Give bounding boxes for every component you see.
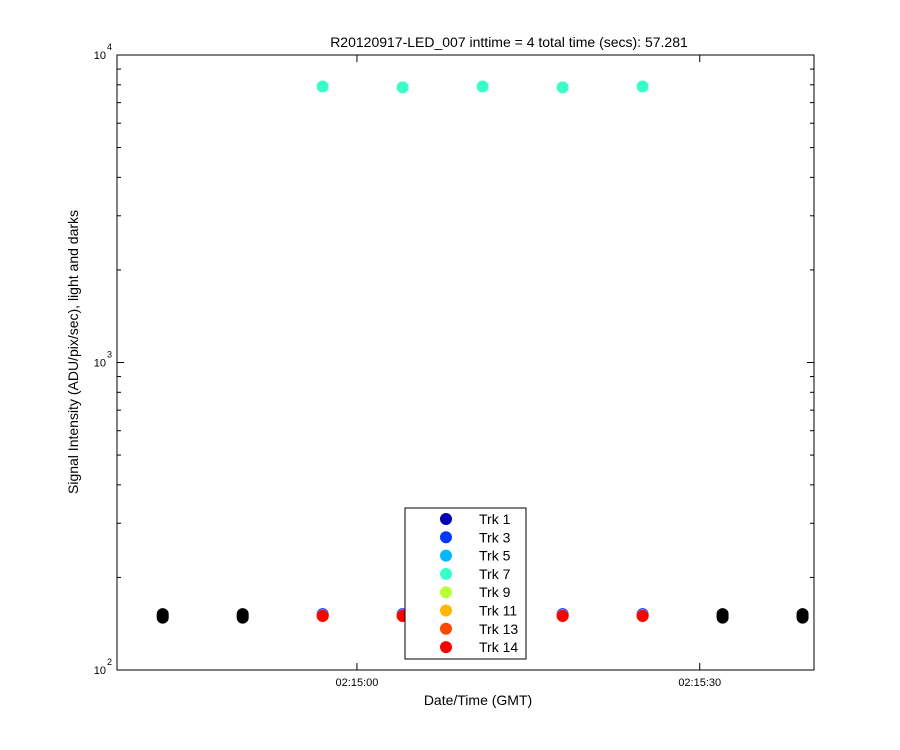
legend-label: Trk 1	[479, 511, 511, 527]
legend-marker	[440, 586, 452, 599]
series-dark	[156, 608, 809, 624]
x-tick-label: 02:15:00	[336, 677, 379, 689]
y-tick-exponent: 3	[107, 350, 112, 360]
legend-label: Trk 3	[479, 529, 511, 545]
data-point	[796, 608, 809, 621]
data-point	[636, 609, 649, 622]
legend-label: Trk 14	[479, 639, 518, 655]
legend-marker	[440, 531, 452, 544]
legend-label: Trk 7	[479, 566, 511, 582]
chart-title: R20120917-LED_007 inttime = 4 total time…	[330, 34, 688, 50]
legend-marker	[440, 567, 452, 580]
y-tick-label: 10	[94, 358, 106, 370]
data-point	[236, 608, 249, 621]
y-tick-label: 10	[94, 50, 106, 62]
legend-label: Trk 9	[479, 584, 511, 600]
data-point	[556, 81, 569, 94]
data-point	[316, 609, 329, 622]
legend-label: Trk 11	[479, 603, 517, 619]
data-point	[636, 80, 649, 93]
y-tick-label: 10	[94, 665, 106, 677]
data-point	[396, 81, 409, 94]
y-axis-label: Signal Intensity (ADU/pix/sec), light an…	[65, 210, 81, 494]
y-tick-exponent: 2	[107, 657, 112, 667]
y-axis-ticks	[117, 68, 814, 671]
legend-marker	[440, 513, 452, 525]
data-point	[716, 608, 729, 621]
legend-box	[404, 507, 527, 660]
data-point	[556, 609, 569, 622]
legend-label: Trk 13	[479, 621, 518, 637]
legend-label: Trk 5	[479, 548, 511, 564]
y-tick-exponent: 4	[107, 42, 112, 52]
x-axis-tick-labels: 02:15:00 02:15:30	[336, 677, 722, 689]
x-tick-label: 02:15:30	[678, 677, 721, 689]
legend-marker	[440, 549, 452, 562]
x-axis-ticks	[356, 55, 701, 670]
data-point	[316, 80, 329, 93]
data-point	[156, 608, 169, 621]
x-axis-label: Date/Time (GMT)	[424, 692, 532, 708]
legend-marker	[440, 622, 452, 635]
legend-marker	[440, 641, 452, 654]
series-trk-14	[316, 609, 649, 622]
legend-marker	[440, 604, 452, 617]
series-trk-7	[316, 80, 649, 94]
legend: Trk 1 Trk 3 Trk 5 Trk 7 Trk 9 Trk 11 Trk 13 Trk…	[404, 507, 527, 660]
data-point	[476, 80, 489, 93]
